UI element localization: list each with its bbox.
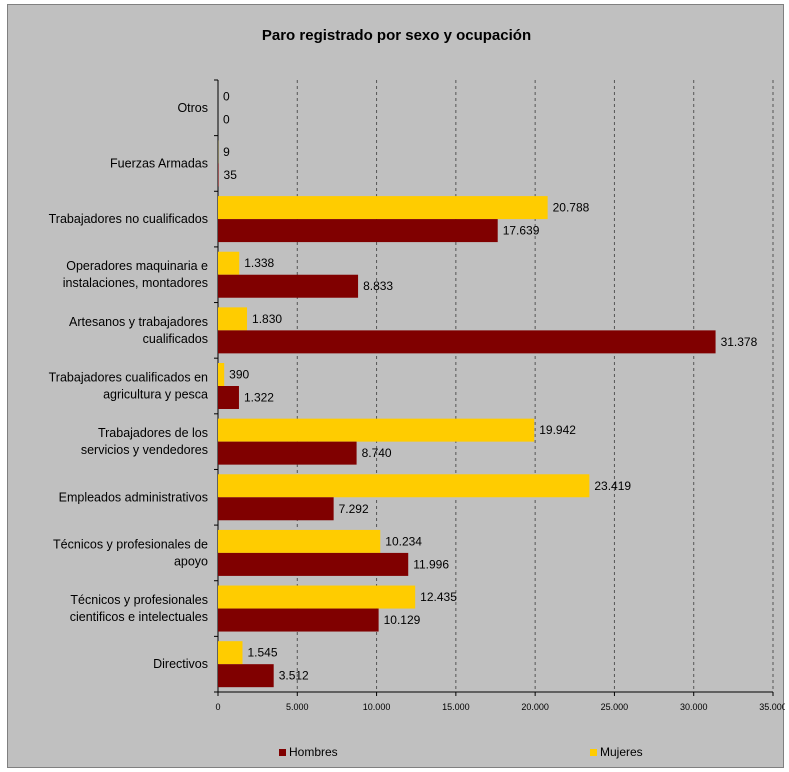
data-label-mujeres: 10.234 [385, 534, 422, 548]
data-label-mujeres: 1.338 [244, 256, 274, 270]
chart-frame: Paro registrado por sexo y ocupación 0 5.… [7, 4, 785, 768]
x-tick-label: 15.000 [442, 702, 470, 712]
data-label-hombres: 1.322 [244, 391, 274, 405]
category-label-line: instalaciones, montadores [63, 276, 208, 290]
data-label-hombres: 0 [223, 112, 230, 126]
data-label-hombres: 10.129 [384, 613, 421, 627]
legend-label-hombres: Hombres [289, 745, 338, 759]
category-label-line: agricultura y pesca [103, 388, 208, 402]
x-tick-label: 30.000 [680, 702, 708, 712]
category-label: Trabajadores de los servicios y vendedore… [81, 426, 208, 457]
category-label-line: Técnicos y profesionales de [53, 537, 208, 551]
bar-hombres [218, 664, 274, 688]
category-label-line: servicios y vendedores [81, 443, 208, 457]
category-label: Otros [177, 101, 208, 115]
data-label-mujeres: 23.419 [594, 479, 631, 493]
bar-chart: 0 5.000 10.000 15.000 20.000 25.000 30.000 35.0… [49, 79, 785, 712]
bar-hombres [218, 274, 359, 298]
category-label-line: Otros [177, 101, 208, 115]
bar-mujeres [218, 307, 248, 331]
data-label-mujeres: 19.942 [539, 423, 576, 437]
category-label-line: Empleados administrativos [59, 490, 208, 504]
category-label-line: Operadores maquinaria e [66, 259, 208, 273]
bar-mujeres [218, 641, 243, 665]
data-label-hombres: 11.996 [413, 557, 449, 571]
category-label: Trabajadores no cualificados [49, 212, 208, 226]
bar-hombres [218, 163, 219, 187]
data-label-hombres: 35 [224, 168, 238, 182]
bar-hombres [218, 497, 334, 521]
bar-hombres [218, 552, 409, 576]
data-label-hombres: 8.740 [362, 446, 392, 460]
category-label-line: Trabajadores no cualificados [49, 212, 208, 226]
x-tick-label: 35.000 [759, 702, 785, 712]
bar-hombres [218, 386, 239, 409]
x-tick-label: 25.000 [601, 702, 629, 712]
x-tick-label: 20.000 [521, 702, 549, 712]
category-label: Técnicos y profesionales cientificos e in… [70, 593, 208, 624]
category-label: Fuerzas Armadas [110, 156, 208, 170]
category-label-line: Técnicos y profesionales [70, 593, 208, 607]
category-label: Empleados administrativos [59, 490, 208, 504]
x-tick-label: 0 [215, 702, 220, 712]
bar-mujeres [218, 585, 416, 609]
data-label-mujeres: 9 [223, 145, 230, 159]
category-label-line: apoyo [174, 554, 208, 568]
category-label: Artesanos y trabajadores cualificados [69, 315, 208, 346]
category-label-line: cualificados [143, 332, 208, 346]
category-label-line: Trabajadores cualificados en [49, 371, 208, 385]
bar-mujeres [218, 418, 535, 442]
data-label-mujeres: 1.545 [247, 646, 277, 660]
legend-label-mujeres: Mujeres [600, 745, 643, 759]
legend-swatch-mujeres [590, 748, 597, 756]
category-label-line: Directivos [153, 657, 208, 671]
category-label-line: Trabajadores de los [98, 426, 208, 440]
data-label-hombres: 31.378 [721, 335, 758, 349]
data-label-mujeres: 1.830 [252, 312, 282, 326]
legend-swatch-hombres [279, 748, 286, 756]
bar-hombres [218, 441, 357, 465]
data-label-hombres: 17.639 [503, 224, 540, 238]
data-label-mujeres: 0 [223, 89, 230, 103]
category-label: Directivos [153, 657, 208, 671]
data-label-mujeres: 390 [229, 368, 249, 382]
bar-mujeres [218, 196, 548, 220]
data-label-mujeres: 20.788 [553, 201, 590, 215]
bar-mujeres [218, 474, 590, 498]
bar-hombres [218, 219, 498, 243]
bar-mujeres [218, 363, 225, 386]
data-label-hombres: 8.833 [363, 279, 393, 293]
category-label-line: Artesanos y trabajadores [69, 315, 208, 329]
chart-title: Paro registrado por sexo y ocupación [261, 27, 532, 44]
x-tick-label: 10.000 [363, 702, 391, 712]
bar-mujeres [218, 529, 381, 553]
legend-item-hombres: Hombres [279, 745, 338, 759]
data-label-hombres: 7.292 [339, 502, 369, 516]
data-label-hombres: 3.512 [279, 669, 309, 683]
category-label: Operadores maquinaria e instalaciones, mo… [63, 259, 208, 290]
bar-hombres [218, 330, 716, 354]
category-label: Trabajadores cualificados en agricultura … [49, 371, 208, 402]
x-tick-label: 5.000 [286, 702, 309, 712]
bar-mujeres [218, 251, 240, 275]
legend-item-mujeres: Mujeres [590, 745, 643, 759]
category-label: Técnicos y profesionales de apoyo [53, 537, 208, 568]
category-label-line: Fuerzas Armadas [110, 156, 208, 170]
category-label-line: cientificos e intelectuales [70, 610, 208, 624]
data-label-mujeres: 12.435 [420, 590, 457, 604]
bar-hombres [218, 608, 379, 632]
